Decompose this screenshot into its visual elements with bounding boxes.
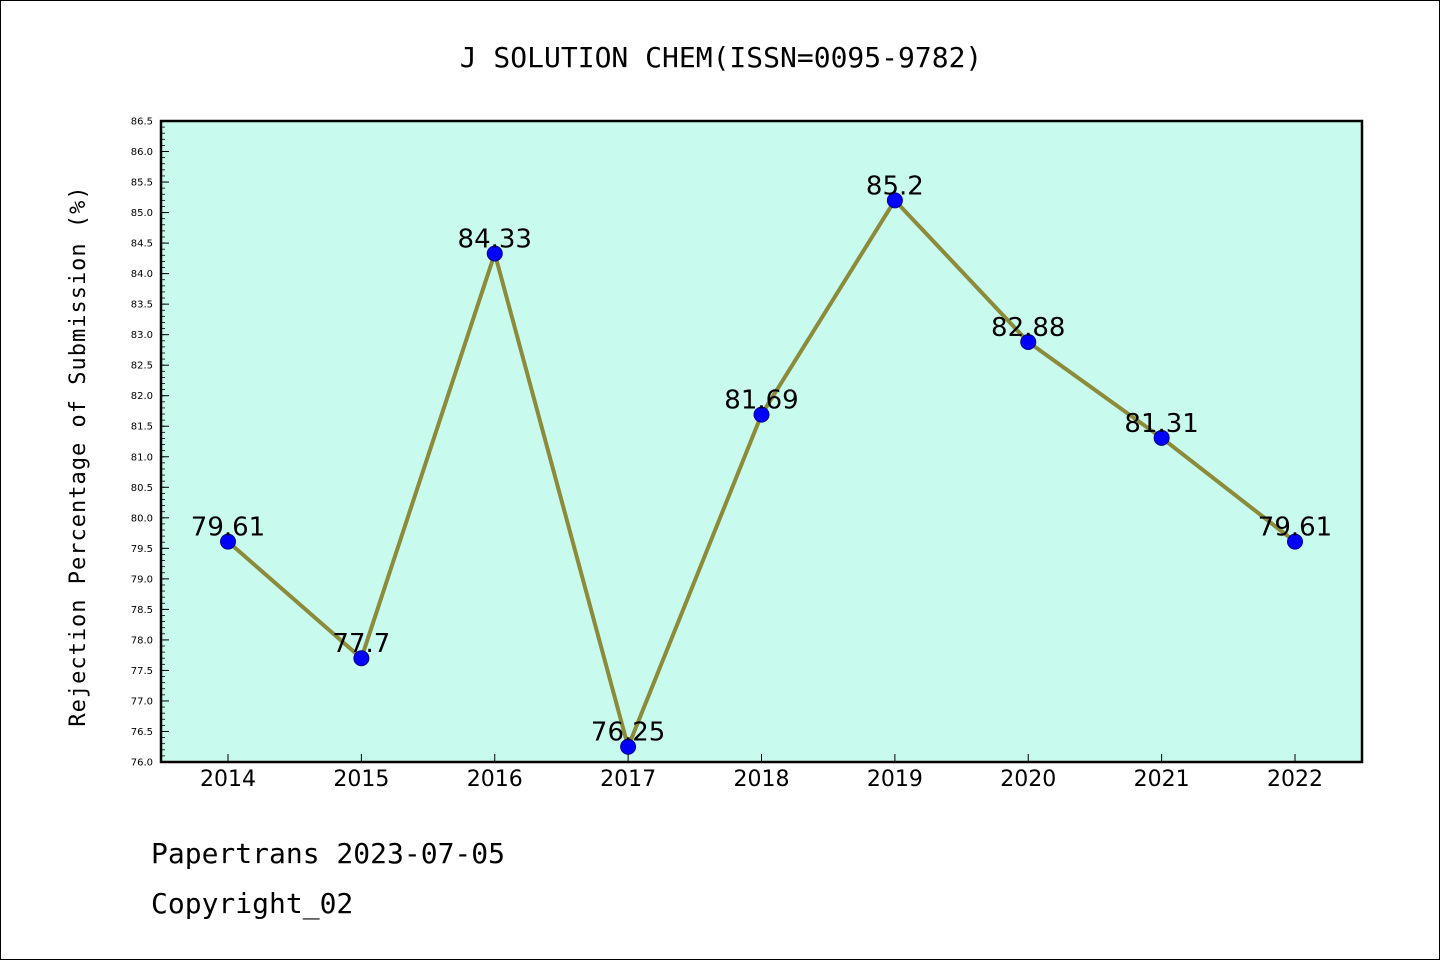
y-tick-label: 77.5	[131, 666, 153, 677]
x-tick-label: 2017	[600, 767, 656, 792]
x-tick-label: 2015	[333, 767, 389, 792]
data-label: 81.31	[1124, 409, 1198, 439]
data-label: 79.61	[191, 513, 265, 543]
x-tick-label: 2020	[1000, 767, 1056, 792]
y-tick-label: 79.5	[131, 544, 153, 555]
y-tick-label: 84.5	[131, 239, 153, 250]
footer-date-line: Papertrans 2023-07-05	[151, 837, 506, 870]
x-tick-label: 2022	[1267, 767, 1323, 792]
y-tick-label: 80.5	[131, 483, 153, 494]
data-point	[620, 738, 637, 755]
data-label: 85.2	[866, 171, 924, 201]
y-tick-label: 82.5	[131, 361, 153, 372]
data-markers	[220, 192, 1303, 755]
data-point	[1287, 533, 1303, 550]
y-tick-label: 82.0	[131, 391, 153, 402]
data-label: 79.61	[1258, 513, 1332, 543]
data-label: 84.33	[458, 224, 532, 254]
data-label: 77.7	[332, 629, 390, 659]
chart-title: J SOLUTION CHEM(ISSN=0095-9782)	[460, 41, 983, 74]
data-point	[220, 533, 236, 550]
y-tick-label: 85.0	[131, 208, 153, 219]
data-point	[486, 245, 503, 262]
data-point	[753, 406, 770, 423]
data-label: 76.25	[591, 718, 665, 748]
y-tick-label: 81.0	[131, 452, 153, 463]
y-tick-label: 83.5	[131, 300, 153, 311]
plot-area	[159, 119, 1364, 764]
y-tick-label: 78.5	[131, 605, 153, 616]
x-tick-label: 2014	[200, 767, 256, 792]
data-point	[1020, 333, 1037, 350]
y-tick-label: 76.5	[131, 727, 153, 738]
data-point	[353, 650, 370, 667]
y-tick-label: 76.0	[131, 758, 153, 769]
y-tick-label: 81.5	[131, 422, 153, 433]
data-label: 81.69	[724, 386, 798, 416]
y-tick-label: 78.0	[131, 635, 153, 646]
y-tick-label: 83.0	[131, 330, 153, 341]
data-point	[1153, 429, 1170, 446]
data-point	[886, 192, 903, 209]
x-tick-label: 2018	[734, 767, 790, 792]
y-tick-label: 77.0	[131, 696, 153, 707]
y-tick-label: 86.0	[131, 147, 153, 158]
x-axis: 2014 2015 2016 2017 2018 2019 2020 2021 2022	[200, 754, 1323, 792]
y-tick-label: 80.0	[131, 513, 153, 524]
y-tick-label: 85.5	[131, 178, 153, 189]
y-tick-label: 84.0	[131, 269, 153, 280]
x-tick-label: 2019	[867, 767, 923, 792]
data-label: 82.88	[991, 313, 1065, 343]
y-tick-label: 86.5	[131, 117, 153, 128]
footer-copyright-line: Copyright_02	[151, 887, 354, 920]
x-tick-label: 2016	[467, 767, 523, 792]
y-axis: 76.0 76.5 77.0 77.5 78.0 78.5 79.0 79.5 80.0 80.5…	[131, 117, 169, 769]
x-tick-label: 2021	[1134, 767, 1190, 792]
data-labels: 79.61 77.7 84.33 76.25 81.69 85.2 82.88 81.31 79…	[191, 171, 1332, 747]
y-axis-label: Rejection Percentage of Submission (%)	[66, 185, 91, 726]
y-tick-label: 79.0	[131, 574, 153, 585]
